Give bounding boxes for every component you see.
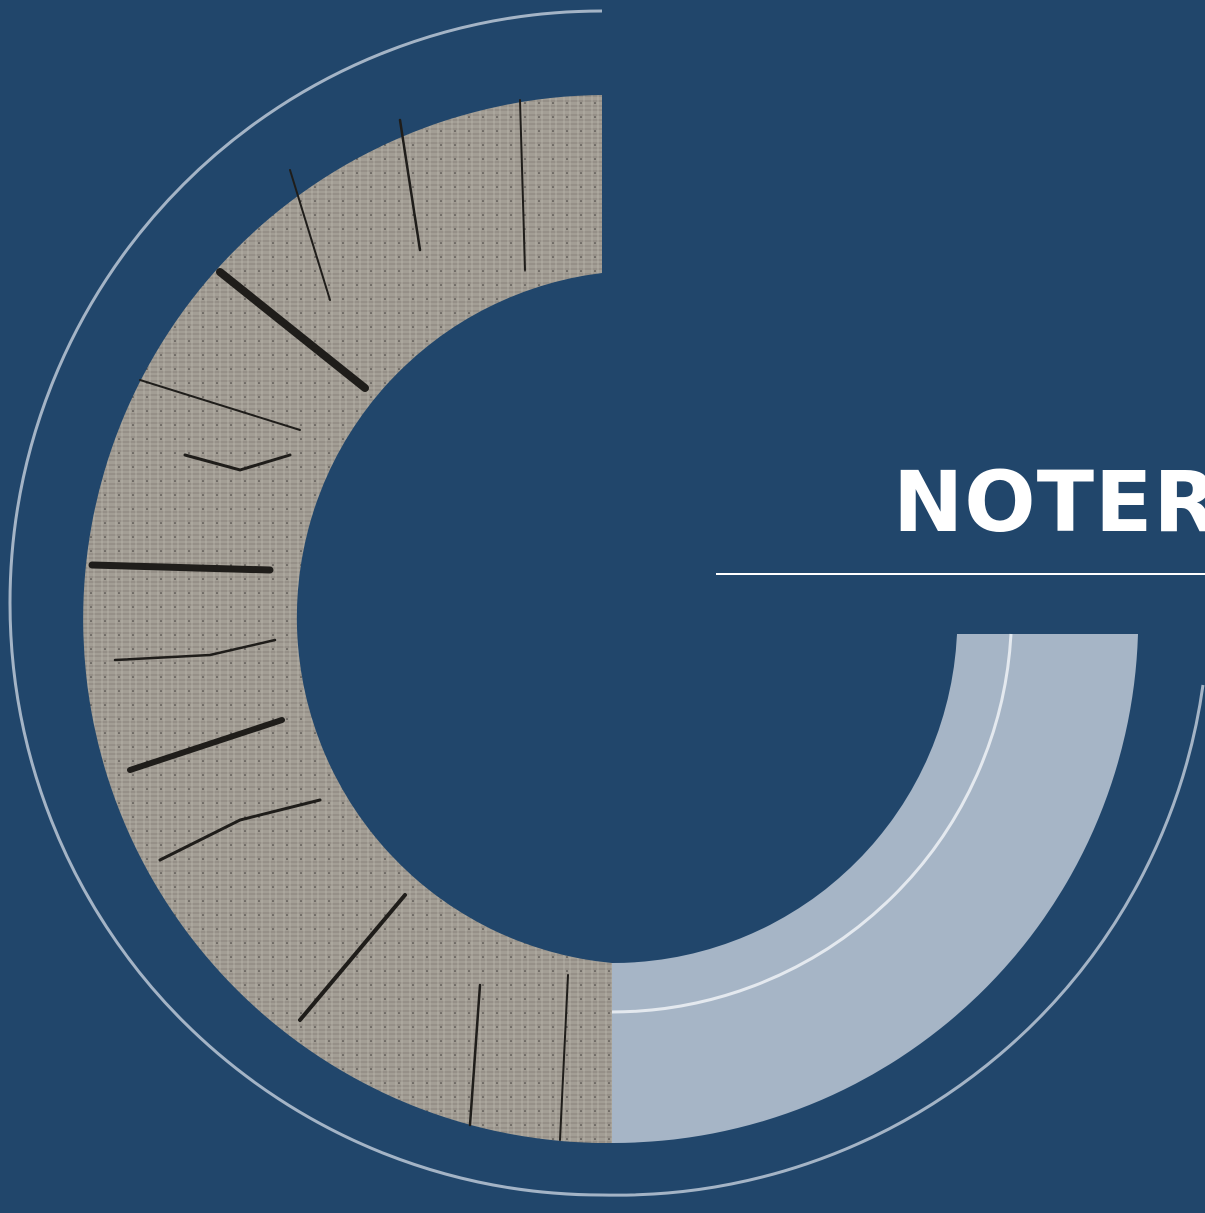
light-band-inner-line [611,633,1013,1014]
outer-ring-right-arc [601,684,1205,1197]
page-title: NOTER [893,453,1205,551]
outer-ring-left-arc [8,9,603,1197]
wood-texture-arc [83,95,612,1144]
light-band-arc [612,634,1138,1144]
title-underline [716,573,1205,575]
wood-cracks [88,99,569,1141]
